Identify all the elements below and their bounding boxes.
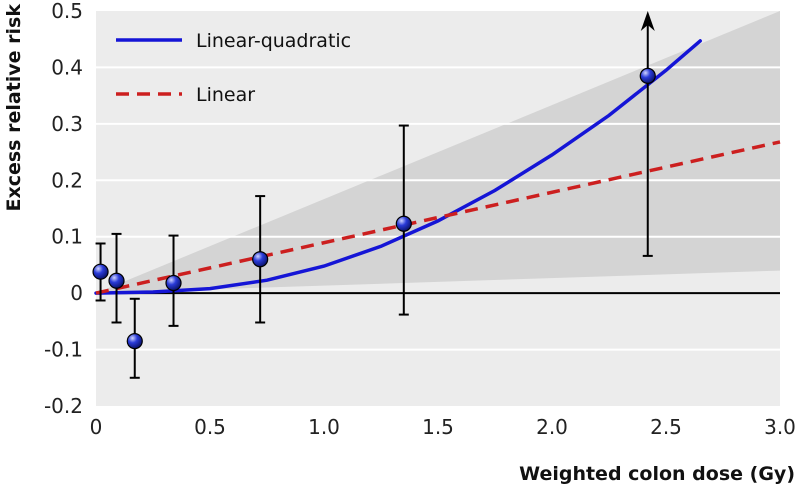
legend-label-linear-quadratic: Linear-quadratic (196, 30, 351, 52)
x-tick-label: 1.5 (422, 415, 454, 439)
series-line-linear (95, 140, 781, 295)
data-point-group (165, 234, 182, 327)
y-axis-title: Excess relative risk (3, 4, 25, 212)
data-point-group (395, 124, 412, 316)
legend: Linear-quadratic Linear (116, 30, 351, 106)
data-point (395, 215, 412, 232)
y-tick-label: 0.1 (51, 225, 83, 249)
legend-label-linear: Linear (196, 84, 255, 106)
plot-area (92, 11, 781, 406)
x-tick-label: 3.0 (764, 415, 796, 439)
data-point-group (126, 297, 143, 379)
x-tick-label: 2.5 (650, 415, 682, 439)
x-tick-label: 2.0 (536, 415, 568, 439)
data-point (126, 333, 143, 350)
series-line-linear-quadratic (94, 39, 702, 295)
axes: 0.5 0.4 0.3 0.2 0.1 0 -0.1 -0.2 0 0.5 1.0 1.5 2.0 2.5… (3, 0, 796, 485)
data-point (108, 272, 125, 289)
x-tick-label: 0.5 (194, 415, 226, 439)
data-point (252, 251, 269, 268)
data-point (92, 263, 109, 280)
y-tick-label: 0.5 (51, 0, 83, 23)
y-tick-label: -0.2 (44, 394, 83, 418)
y-tick-label: -0.1 (44, 338, 83, 362)
data-point-group (639, 11, 656, 257)
data-point-group (108, 232, 125, 324)
data-point (165, 274, 182, 292)
x-tick-label: 1.0 (308, 415, 340, 439)
confidence-band (96, 11, 780, 294)
y-tick-label: 0.3 (51, 112, 83, 136)
data-point-group (92, 242, 109, 302)
y-tick-label: 0 (70, 281, 83, 305)
data-point-group (252, 195, 269, 324)
x-tick-label: 0 (90, 415, 103, 439)
y-tick-label: 0.4 (51, 55, 83, 79)
y-tick-label: 0.2 (51, 168, 83, 192)
x-axis-title: Weighted colon dose (Gy) (519, 463, 795, 485)
upper-arrow (640, 11, 655, 31)
data-point (639, 67, 656, 84)
